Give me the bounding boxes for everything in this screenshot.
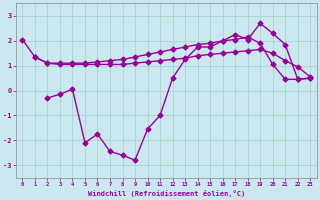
- X-axis label: Windchill (Refroidissement éolien,°C): Windchill (Refroidissement éolien,°C): [88, 190, 245, 197]
